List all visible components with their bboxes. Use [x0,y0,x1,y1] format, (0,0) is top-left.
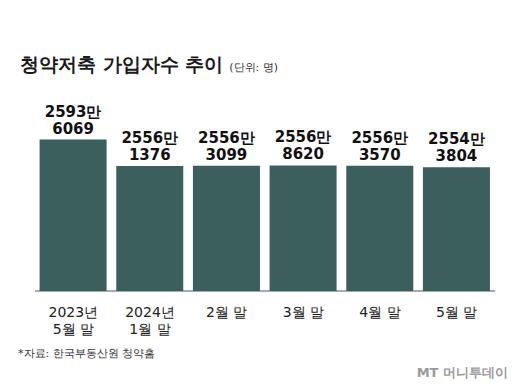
svg-text:2554만3804: 2554만3804 [428,130,485,165]
svg-text:2556만8620: 2556만8620 [275,128,332,163]
svg-text:4월 말: 4월 말 [359,304,400,320]
svg-text:5월 말: 5월 말 [436,304,477,320]
svg-text:3월 말: 3월 말 [283,304,324,320]
svg-text:2023년5월 말: 2023년5월 말 [49,304,99,337]
svg-text:2월 말: 2월 말 [206,304,247,320]
html-text:*자료: 한국부동산원 청약홈: *자료: 한국부동산원 청약홈 [18,347,156,360]
svg-text:2024년1월 말: 2024년1월 말 [125,304,175,337]
svg-text:2556만3099: 2556만3099 [198,129,255,164]
svg-text:2593만6069: 2593만6069 [45,103,102,138]
svg-text:2556만1376: 2556만1376 [121,129,178,164]
html-text:청약저축 가입자수 추이 (단위: 명): 청약저축 가입자수 추이 (단위: 명) [20,53,278,75]
svg-text:2556만3570: 2556만3570 [351,129,408,164]
html-text:MT 머니투데이: MT 머니투데이 [416,365,508,380]
